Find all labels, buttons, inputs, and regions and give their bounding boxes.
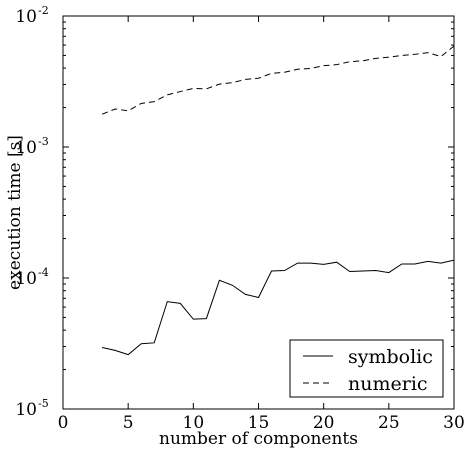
x-tick-label: 5 [123, 413, 134, 433]
series-line-numeric [101, 45, 455, 115]
legend: symbolic numeric [289, 339, 444, 398]
y-tick-exponent: -5 [38, 397, 49, 410]
legend-label-numeric: numeric [348, 373, 428, 395]
axis-ticks [62, 15, 455, 410]
y-tick-exponent: -3 [38, 135, 49, 148]
y-tick-labels: 10-510-410-310-2 [15, 4, 48, 420]
y-tick-label: 10 [15, 138, 37, 158]
y-tick-label: 10 [15, 7, 37, 27]
x-tick-label: 0 [58, 413, 69, 433]
y-tick-exponent: -4 [38, 266, 49, 279]
series-line-symbolic [101, 259, 455, 356]
y-axis-label: execution time [s] [5, 135, 25, 290]
x-tick-label: 10 [183, 413, 205, 433]
plot-area [101, 45, 455, 356]
x-tick-label: 30 [443, 413, 465, 433]
y-tick-exponent: -2 [38, 4, 49, 17]
legend-label-symbolic: symbolic [348, 346, 433, 368]
x-tick-labels: 0 5 10 15 20 25 30 [58, 413, 465, 433]
x-tick-label: 25 [378, 413, 400, 433]
x-tick-label: 20 [313, 413, 335, 433]
x-tick-label: 15 [248, 413, 270, 433]
legend-box [289, 339, 444, 398]
y-tick-label: 10 [15, 400, 37, 420]
y-tick-label: 10 [15, 269, 37, 289]
x-axis-label: number of components [159, 429, 358, 449]
